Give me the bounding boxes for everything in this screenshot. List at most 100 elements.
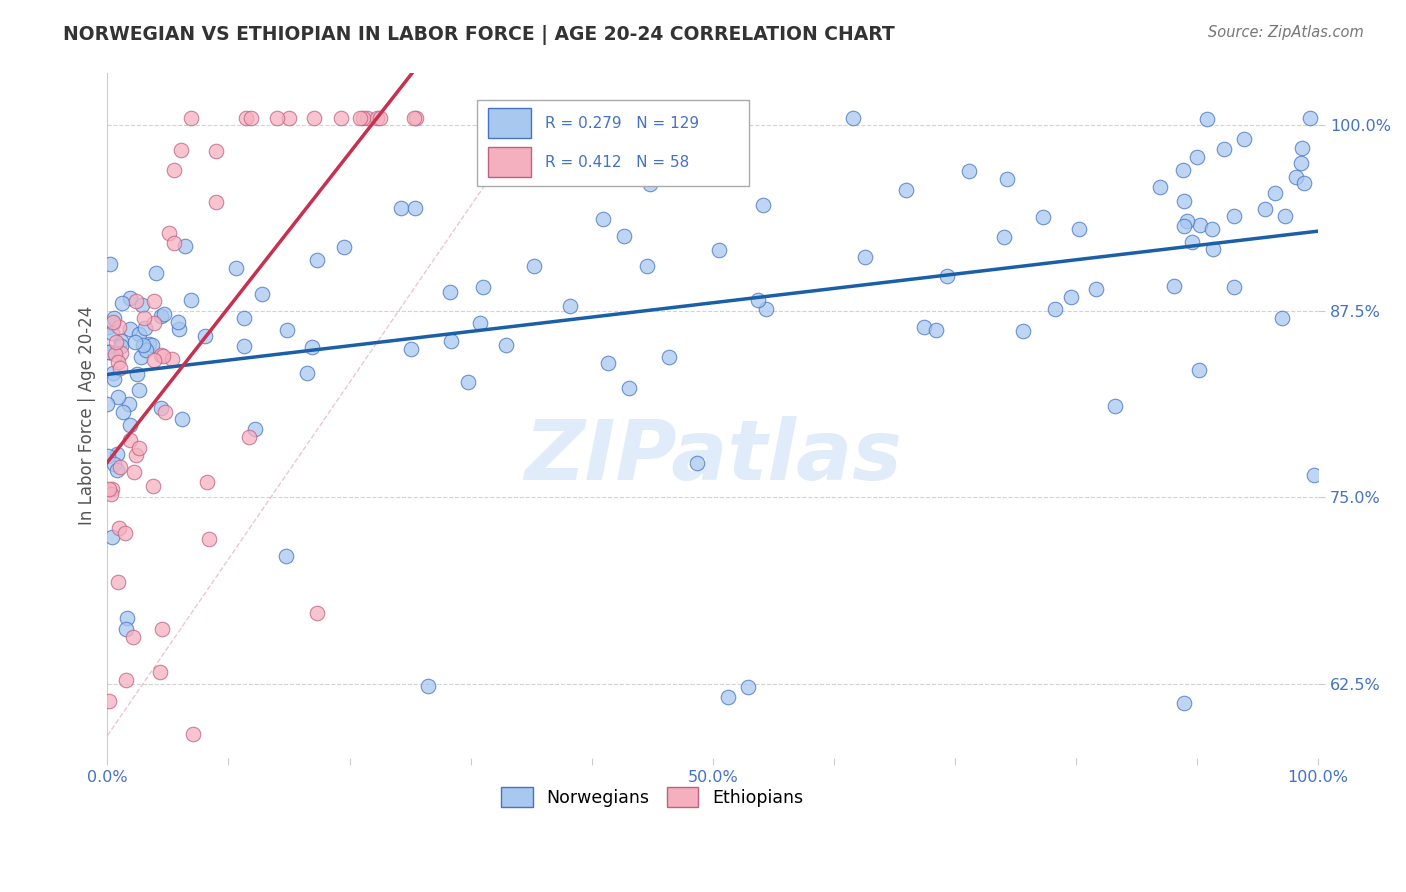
Point [232, 339, 254, 353]
Point [142, 479, 165, 493]
Point [194, 328, 217, 343]
Point [157, 226, 180, 240]
Point [170, 143, 193, 157]
Point [103, 372, 125, 386]
Point [1149, 179, 1171, 194]
Point [613, 229, 636, 244]
Point [111, 405, 134, 419]
Point [1291, 141, 1313, 155]
Legend: Norwegians, Ethiopians: Norwegians, Ethiopians [495, 780, 810, 814]
Point [1188, 363, 1211, 377]
Point [170, 412, 193, 426]
Point [98, 694, 121, 708]
Point [232, 310, 254, 325]
Point [752, 198, 775, 212]
Point [108, 521, 131, 535]
Point [1271, 311, 1294, 326]
Point [404, 201, 426, 215]
Point [107, 320, 129, 334]
Text: Source: ZipAtlas.com: Source: ZipAtlas.com [1208, 25, 1364, 40]
Point [596, 356, 619, 370]
Point [457, 375, 479, 389]
Point [1173, 696, 1195, 710]
Point [235, 111, 257, 125]
Point [356, 111, 378, 125]
Point [100, 482, 122, 496]
Point [110, 345, 132, 359]
Point [122, 466, 145, 480]
Point [108, 459, 131, 474]
Point [97, 450, 120, 464]
Point [107, 355, 129, 369]
Point [658, 350, 681, 364]
Point [167, 315, 190, 329]
Point [468, 316, 491, 330]
Point [924, 323, 946, 337]
Point [152, 349, 174, 363]
Point [1264, 186, 1286, 200]
Point [180, 293, 202, 307]
Point [560, 299, 582, 313]
Point [153, 307, 176, 321]
Point [995, 171, 1018, 186]
Point [1213, 142, 1236, 156]
Point [149, 348, 172, 362]
Point [163, 163, 186, 178]
Point [471, 280, 494, 294]
Point [894, 183, 917, 197]
Point [131, 298, 153, 312]
Point [717, 690, 740, 705]
Point [142, 293, 165, 308]
Point [1181, 235, 1204, 250]
Point [135, 343, 157, 357]
Point [180, 111, 202, 125]
Point [101, 316, 124, 330]
Point [110, 334, 132, 349]
Point [103, 457, 125, 471]
Point [1060, 290, 1083, 304]
Point [98, 345, 121, 359]
Point [389, 202, 412, 216]
Point [993, 230, 1015, 244]
Point [686, 456, 709, 470]
Point [266, 111, 288, 125]
Point [149, 401, 172, 416]
Point [1274, 209, 1296, 223]
Point [120, 434, 142, 448]
Point [118, 321, 141, 335]
Point [1163, 278, 1185, 293]
Point [439, 285, 461, 300]
Point [124, 449, 146, 463]
Point [142, 316, 165, 330]
Point [1223, 279, 1246, 293]
Point [277, 111, 299, 125]
Point [125, 367, 148, 381]
Point [301, 340, 323, 354]
Point [405, 111, 427, 125]
Point [97, 344, 120, 359]
Point [402, 111, 425, 125]
Y-axis label: In Labor Force | Age 20-24: In Labor Force | Age 20-24 [79, 306, 96, 525]
Point [115, 622, 138, 636]
Point [118, 418, 141, 433]
Point [1284, 169, 1306, 184]
Point [103, 311, 125, 326]
Point [195, 475, 218, 490]
Point [105, 462, 128, 476]
Point [104, 334, 127, 349]
Point [957, 163, 980, 178]
Point [108, 361, 131, 376]
Point [1185, 150, 1208, 164]
Point [155, 405, 177, 419]
Point [141, 337, 163, 351]
Point [107, 390, 129, 404]
Point [225, 261, 247, 276]
Point [205, 194, 228, 209]
Point [495, 338, 517, 352]
Point [205, 144, 228, 158]
Point [640, 178, 662, 192]
Point [243, 422, 266, 436]
Point [842, 111, 865, 125]
Point [1289, 156, 1312, 170]
Point [307, 607, 329, 621]
